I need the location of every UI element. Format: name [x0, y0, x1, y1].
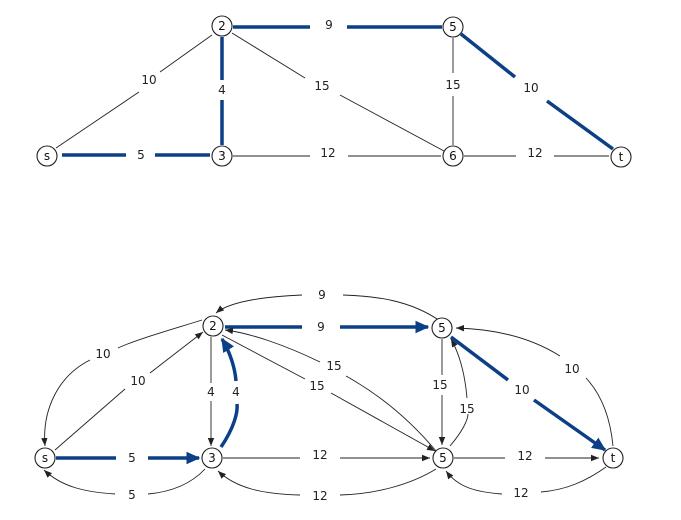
top-edge-2-5[interactable]: 9: [233, 18, 442, 32]
bottom-edge-5a-t[interactable]: 10: [449, 335, 607, 452]
bottom-edge-5a-2-label: 9: [318, 288, 326, 302]
bottom-edge-t-5a-label: 10: [564, 362, 579, 376]
top-graph: 10 5 4 9 15 12: [36, 15, 632, 168]
top-node-3[interactable]: 3: [211, 145, 233, 167]
bottom-edge-t-5b-label: 12: [513, 486, 528, 500]
bottom-edge-3-2[interactable]: 4: [219, 337, 240, 448]
svg-text:5: 5: [439, 451, 447, 465]
top-edge-5-6: 15: [445, 38, 461, 145]
bottom-node-5-top[interactable]: 5: [431, 317, 453, 339]
bottom-edge-s-3[interactable]: 5: [56, 451, 201, 465]
bottom-edge-2-s: 10: [41, 319, 203, 447]
top-edge-s-3-label: 5: [137, 148, 145, 162]
svg-text:s: s: [44, 149, 50, 163]
svg-text:t: t: [611, 451, 616, 465]
bottom-node-s[interactable]: s: [34, 447, 56, 469]
top-node-t[interactable]: t: [610, 146, 632, 168]
bottom-edge-3-5b: 12: [223, 448, 430, 462]
bottom-edge-5b-3-label: 12: [312, 489, 327, 503]
bottom-edge-5b-2-label: 15: [326, 359, 341, 373]
top-edge-5-t[interactable]: 10: [459, 32, 615, 151]
top-edge-3-6: 12: [233, 146, 441, 160]
bottom-edge-3-s: 5: [43, 468, 206, 502]
bottom-edge-5b-5a-label: 15: [459, 402, 474, 416]
top-node-s[interactable]: s: [36, 145, 58, 167]
bottom-edge-5a-2: 9: [215, 288, 441, 322]
svg-text:2: 2: [218, 19, 226, 33]
bottom-edge-5a-5b-label: 15: [432, 378, 447, 392]
svg-text:5: 5: [438, 321, 446, 335]
top-edge-s-2-label: 10: [141, 73, 156, 87]
bottom-edge-s-2: 10: [54, 331, 204, 451]
bottom-edge-5b-5a: 15: [449, 338, 475, 447]
svg-text:6: 6: [449, 149, 457, 163]
bottom-edge-2-5a-label: 9: [317, 320, 325, 334]
top-edge-2-3[interactable]: 4: [218, 37, 226, 145]
bottom-edge-s-3-label: 5: [128, 451, 136, 465]
bottom-edge-5b-t-label: 12: [517, 449, 532, 463]
bottom-node-3[interactable]: 3: [201, 447, 223, 469]
bottom-node-2[interactable]: 2: [202, 315, 224, 337]
bottom-graph: 9 9 10 10 4 4: [34, 288, 624, 503]
svg-text:3: 3: [208, 451, 216, 465]
bottom-edge-2-5a[interactable]: 9: [225, 320, 430, 334]
bottom-edge-3-2-label: 4: [232, 385, 240, 399]
bottom-edge-t-5a: 10: [455, 325, 614, 447]
bottom-edge-3-5b-label: 12: [312, 448, 327, 462]
svg-text:s: s: [42, 451, 48, 465]
top-edge-s-2: 10: [55, 34, 213, 149]
svg-text:2: 2: [209, 319, 217, 333]
top-edge-3-6-label: 12: [320, 146, 335, 160]
bottom-edge-5b-t: 12: [454, 449, 599, 463]
top-edge-s-3[interactable]: 5: [62, 148, 210, 162]
bottom-edge-2-3-label: 4: [207, 385, 215, 399]
bottom-edge-2-5b-label: 15: [309, 379, 324, 393]
svg-text:t: t: [619, 150, 624, 164]
bottom-edge-5b-3: 12: [217, 468, 437, 503]
top-edge-2-5-label: 9: [325, 18, 333, 32]
bottom-node-t[interactable]: t: [602, 447, 624, 469]
svg-text:3: 3: [218, 149, 226, 163]
top-edge-2-3-label: 4: [218, 83, 226, 97]
bottom-edge-5a-5b: 15: [432, 339, 448, 445]
top-edge-6-t: 12: [464, 146, 609, 160]
bottom-edge-3-s-label: 5: [128, 488, 136, 502]
top-edge-5-6-label: 15: [445, 78, 460, 92]
bottom-edge-t-5b: 12: [445, 466, 607, 500]
top-edge-2-6-label: 15: [314, 79, 329, 93]
bottom-edge-2-3: 4: [207, 337, 215, 446]
top-node-2[interactable]: 2: [211, 15, 233, 37]
bottom-edge-s-2-label: 10: [130, 374, 145, 388]
top-node-5[interactable]: 5: [442, 16, 464, 38]
svg-text:5: 5: [449, 20, 457, 34]
top-node-6[interactable]: 6: [442, 145, 464, 167]
top-edge-2-6: 15: [231, 32, 445, 152]
top-edge-5-t-label: 10: [523, 81, 538, 95]
bottom-edge-5a-t-label: 10: [514, 383, 529, 397]
bottom-edge-5b-2: 15: [224, 327, 437, 452]
bottom-node-5-bottom[interactable]: 5: [432, 447, 454, 469]
top-edge-6-t-label: 12: [527, 146, 542, 160]
bottom-edge-2-s-label: 10: [95, 347, 110, 361]
bottom-edge-2-5b: 15: [221, 334, 436, 452]
